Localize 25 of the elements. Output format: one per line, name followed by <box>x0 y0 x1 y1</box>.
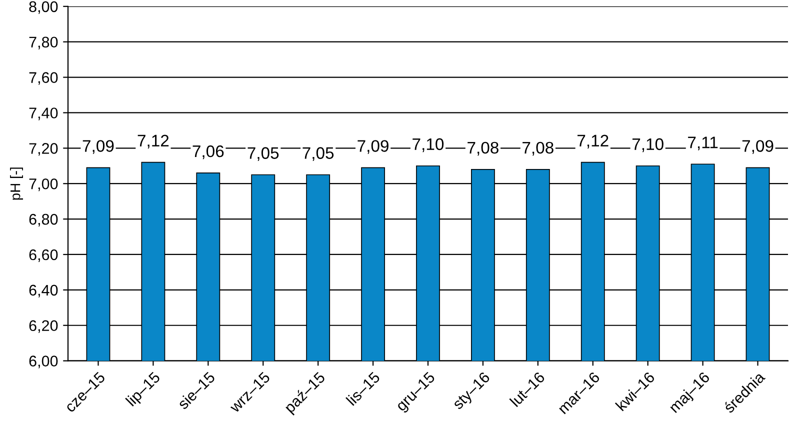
y-tick-label: 6,00 <box>29 356 58 368</box>
y-tick-label: 7,20 <box>29 143 58 156</box>
data-label: 7,08 <box>468 142 498 156</box>
data-label: 7,10 <box>632 138 664 152</box>
y-tick-label: 6,20 <box>29 320 58 333</box>
y-tick-label: 8,00 <box>29 1 58 14</box>
y-tick-label: 6,80 <box>29 214 58 227</box>
data-label: 7,08 <box>522 142 554 156</box>
data-label: 7,09 <box>742 140 774 154</box>
data-label: 7,06 <box>192 145 224 160</box>
y-axis-title: pH [-] <box>10 168 23 200</box>
data-label: 7,10 <box>412 138 444 152</box>
data-label: 7,12 <box>578 134 608 149</box>
y-tick-label: 7,00 <box>29 178 58 192</box>
y-tick-label: 7,80 <box>29 36 58 50</box>
data-label: 7,09 <box>358 140 388 154</box>
data-label: 7,05 <box>248 147 279 161</box>
data-label: 7,09 <box>82 140 114 154</box>
data-label: 7,11 <box>688 136 718 150</box>
data-label: 7,12 <box>138 134 169 149</box>
y-tick-label: 7,60 <box>29 72 58 85</box>
y-tick-label: 6,40 <box>29 284 58 298</box>
y-tick-label: 7,40 <box>29 108 58 120</box>
y-tick-label: 6,60 <box>29 249 58 262</box>
data-label: 7,05 <box>302 147 334 161</box>
